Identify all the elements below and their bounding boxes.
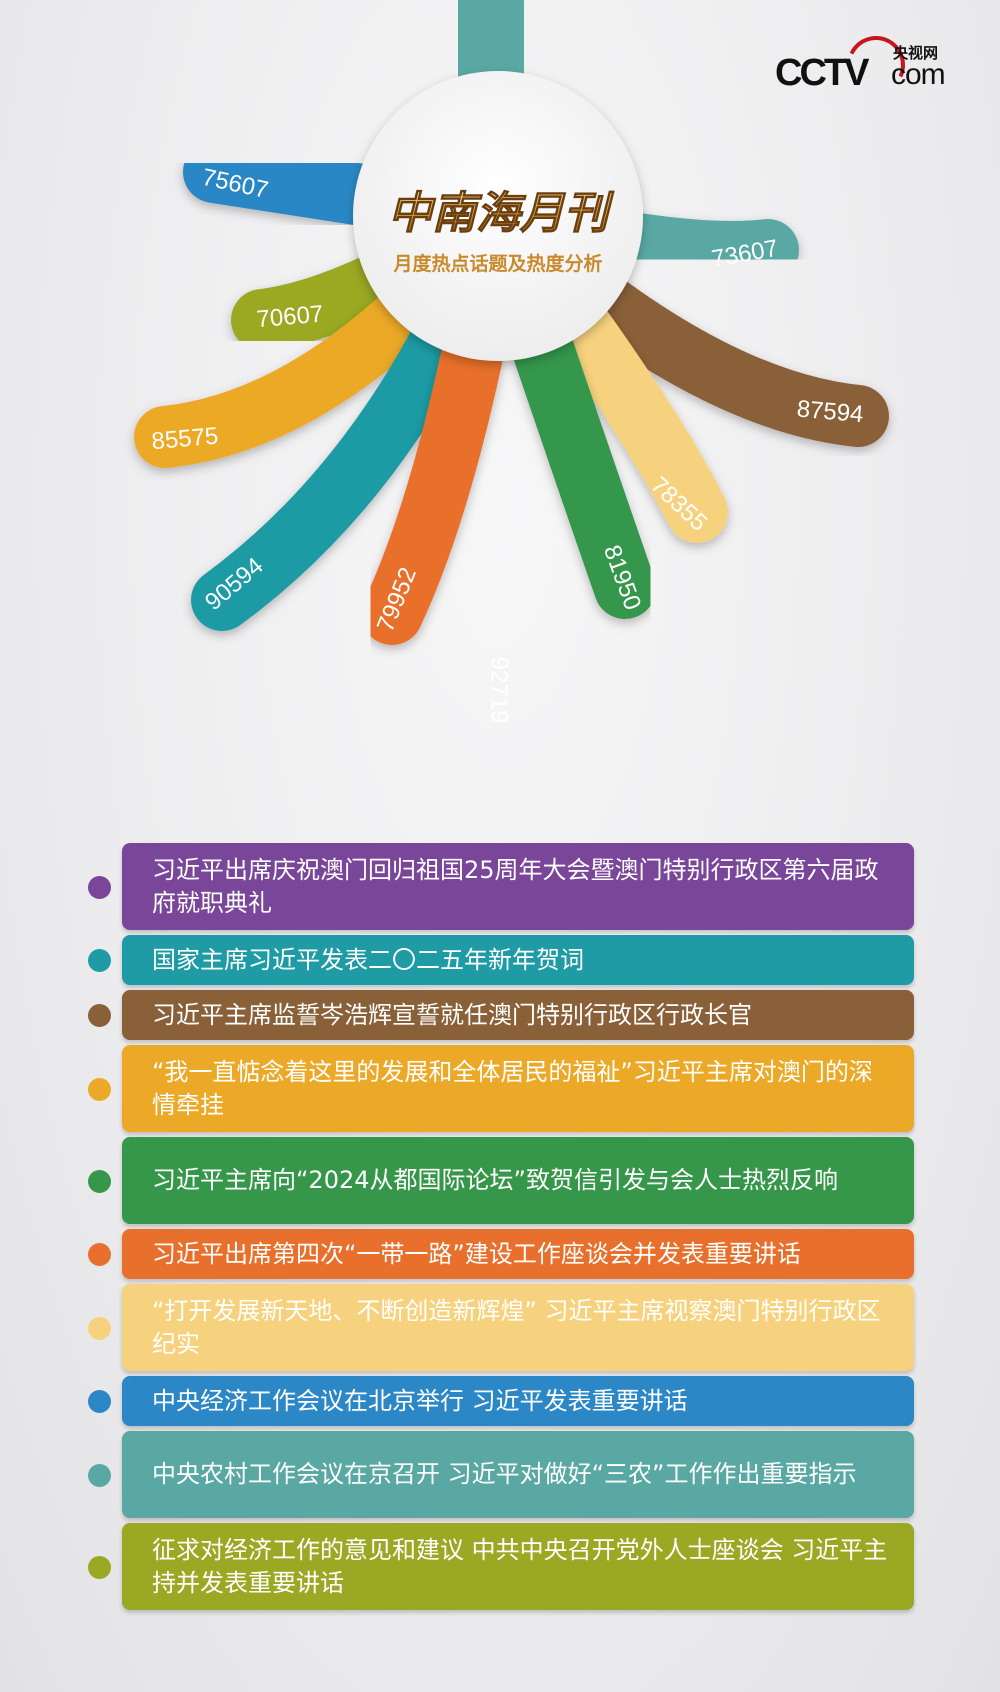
- legend-bullet: [88, 1077, 111, 1101]
- legend-item: 习近平主席监誓岑浩辉宣誓就任澳门特别行政区行政长官: [122, 990, 914, 1040]
- legend-item-label: 中央经济工作会议在北京举行 习近平发表重要讲话: [152, 1386, 688, 1415]
- chart-subtitle: 月度热点话题及热度分析: [392, 252, 602, 275]
- legend-item: “我一直惦念着这里的发展和全体居民的福祉”习近平主席对澳门的深情牵挂: [122, 1045, 914, 1132]
- legend-item: 中央经济工作会议在北京举行 习近平发表重要讲话: [122, 1376, 914, 1426]
- legend-bullet: [88, 1555, 111, 1579]
- legend-item: 国家主席习近平发表二〇二五年新年贺词: [122, 935, 914, 985]
- petal-value-label: 70607: [255, 300, 324, 333]
- legend-bullet: [88, 949, 111, 972]
- legend-item-label: 国家主席习近平发表二〇二五年新年贺词: [152, 945, 584, 974]
- petal-value-label: 85575: [150, 422, 219, 455]
- legend-item: 中央农村工作会议在京召开 习近平对做好“三农”工作作出重要指示: [122, 1431, 914, 1518]
- legend-bullet: [88, 1316, 111, 1340]
- title-disc: [353, 71, 643, 361]
- chart-title: 中南海月刊: [388, 188, 615, 239]
- radial-chart: 7360775607706078759478355819508557590594…: [134, 0, 889, 776]
- legend-item: 征求对经济工作的意见和建议 中共中央召开党外人士座谈会 习近平主持并发表重要讲话: [122, 1523, 914, 1610]
- legend-bullet: [88, 1169, 111, 1193]
- legend-item: 习近平主席向“2024从都国际论坛”致贺信引发与会人士热烈反响: [122, 1137, 914, 1224]
- legend-item: “打开发展新天地、不断创造新辉煌” 习近平主席视察澳门特别行政区纪实: [122, 1284, 914, 1371]
- logo-brand: CCTV: [775, 52, 869, 94]
- legend-bullet: [88, 1243, 111, 1266]
- legend-bullet: [88, 1390, 111, 1413]
- cctv-logo: CCTV 央视网 com: [775, 27, 955, 103]
- legend-item: 习近平出席庆祝澳门回归祖国25周年大会暨澳门特别行政区第六届政府就职典礼: [122, 843, 914, 930]
- legend-item-label: 征求对经济工作的意见和建议 中共中央召开党外人士座谈会 习近平主持并发表重要讲话: [152, 1535, 888, 1597]
- legend-item-label: “我一直惦念着这里的发展和全体居民的福祉”习近平主席对澳门的深情牵挂: [152, 1057, 873, 1119]
- legend-bullet: [88, 1463, 111, 1487]
- petal-value-label: 92719: [486, 657, 513, 724]
- legend-item-label: 习近平主席向“2024从都国际论坛”致贺信引发与会人士热烈反响: [152, 1166, 838, 1194]
- legend-item-label: 习近平出席庆祝澳门回归祖国25周年大会暨澳门特别行政区第六届政府就职典礼: [152, 855, 879, 917]
- legend-bullet: [88, 875, 111, 899]
- legend-bullet: [88, 1004, 111, 1027]
- petal-value-label: 87594: [796, 395, 865, 428]
- legend-item-label: 习近平主席监誓岑浩辉宣誓就任澳门特别行政区行政长官: [152, 1000, 752, 1029]
- legend-item-label: 习近平出席第四次“一带一路”建设工作座谈会并发表重要讲话: [152, 1239, 801, 1268]
- logo-domain: com: [891, 58, 946, 91]
- legend-item-label: “打开发展新天地、不断创造新辉煌” 习近平主席视察澳门特别行政区纪实: [152, 1296, 881, 1358]
- logo-chinese: 央视网: [893, 44, 939, 62]
- legend-item-label: 中央农村工作会议在京召开 习近平对做好“三农”工作作出重要指示: [152, 1460, 857, 1488]
- legend-item: 习近平出席第四次“一带一路”建设工作座谈会并发表重要讲话: [122, 1229, 914, 1279]
